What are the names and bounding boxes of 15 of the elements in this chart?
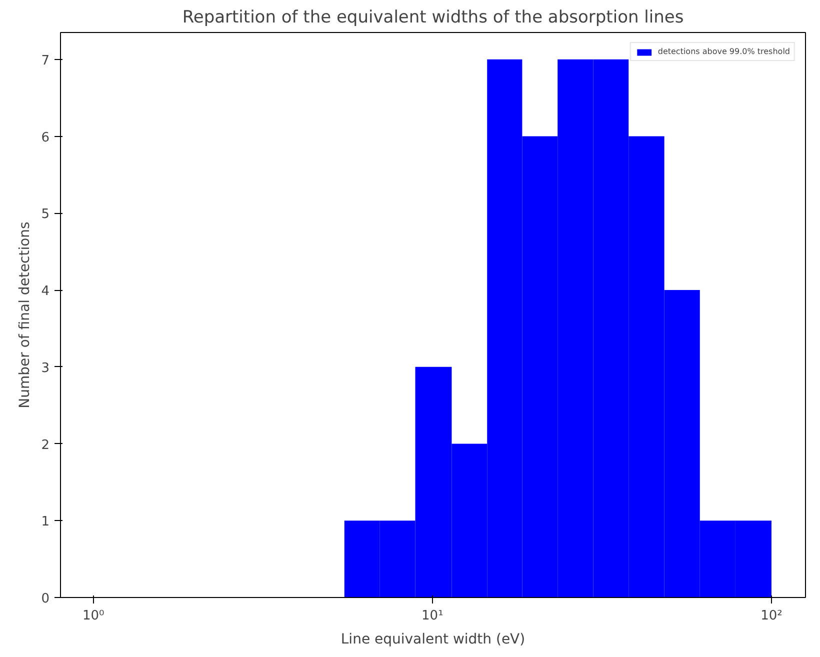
y-tick-label: 2	[41, 438, 50, 453]
y-tick-label: 6	[41, 130, 50, 146]
y-axis-title: Number of final detections	[17, 222, 34, 408]
y-tick-label: 1	[41, 514, 50, 530]
y-tick-label: 3	[41, 360, 50, 376]
x-tick-label: 10⁰	[82, 608, 104, 624]
x-axis-title: Line equivalent width (eV)	[340, 632, 526, 648]
x-tick-label: 10²	[760, 608, 782, 624]
y-tick-label: 4	[41, 284, 50, 300]
y-tick-label: 7	[41, 53, 50, 68]
chart-title: Repartition of the equivalent widths of the absorption lines	[182, 8, 684, 28]
legend-label: detections above 99.0% treshold	[658, 47, 790, 56]
y-tick-label: 5	[41, 207, 50, 222]
y-tick-label: 0	[41, 592, 50, 606]
x-tick-label: 10¹	[422, 608, 444, 624]
